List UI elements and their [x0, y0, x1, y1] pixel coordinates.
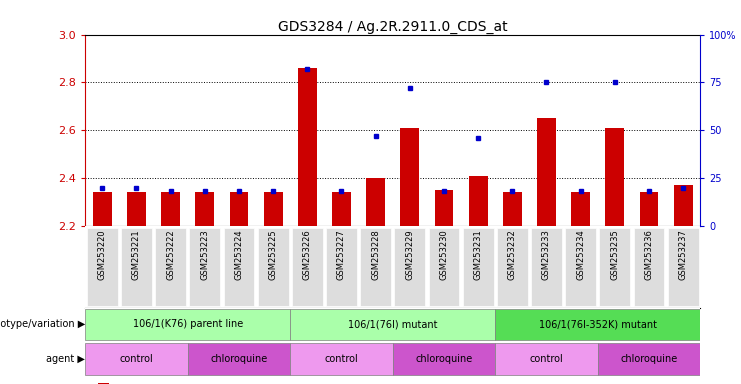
FancyBboxPatch shape: [599, 228, 630, 306]
Text: GSM253226: GSM253226: [303, 229, 312, 280]
Bar: [290, 309, 495, 341]
Text: control: control: [530, 354, 563, 364]
Text: GSM253235: GSM253235: [611, 229, 619, 280]
Bar: [290, 343, 393, 375]
Bar: [503, 192, 522, 226]
Bar: [162, 192, 180, 226]
Bar: [187, 343, 290, 375]
Bar: [85, 309, 290, 341]
Bar: [98, 383, 109, 384]
Bar: [85, 343, 187, 375]
Bar: [674, 185, 693, 226]
Bar: [469, 176, 488, 226]
Text: GSM253224: GSM253224: [234, 229, 244, 280]
Text: chloroquine: chloroquine: [416, 354, 473, 364]
Bar: [93, 192, 112, 226]
Title: GDS3284 / Ag.2R.2911.0_CDS_at: GDS3284 / Ag.2R.2911.0_CDS_at: [278, 20, 508, 33]
Bar: [571, 192, 590, 226]
Bar: [127, 192, 146, 226]
FancyBboxPatch shape: [258, 228, 288, 306]
FancyBboxPatch shape: [156, 228, 186, 306]
Text: 106/1(K76) parent line: 106/1(K76) parent line: [133, 319, 243, 329]
Text: GSM253232: GSM253232: [508, 229, 516, 280]
Bar: [264, 192, 282, 226]
FancyBboxPatch shape: [463, 228, 494, 306]
Bar: [366, 178, 385, 226]
Text: control: control: [119, 354, 153, 364]
Text: GSM253221: GSM253221: [132, 229, 141, 280]
FancyBboxPatch shape: [565, 228, 596, 306]
Text: GSM253237: GSM253237: [679, 229, 688, 280]
Bar: [537, 118, 556, 226]
FancyBboxPatch shape: [224, 228, 254, 306]
FancyBboxPatch shape: [668, 228, 699, 306]
FancyBboxPatch shape: [326, 228, 357, 306]
FancyBboxPatch shape: [634, 228, 665, 306]
FancyBboxPatch shape: [190, 228, 220, 306]
Bar: [332, 192, 351, 226]
FancyBboxPatch shape: [531, 228, 562, 306]
FancyBboxPatch shape: [121, 228, 152, 306]
Text: GSM253222: GSM253222: [166, 229, 175, 280]
Text: GSM253225: GSM253225: [269, 229, 278, 280]
Text: GSM253229: GSM253229: [405, 229, 414, 280]
Bar: [639, 192, 659, 226]
Text: GSM253220: GSM253220: [98, 229, 107, 280]
Text: GSM253230: GSM253230: [439, 229, 448, 280]
FancyBboxPatch shape: [394, 228, 425, 306]
Text: chloroquine: chloroquine: [620, 354, 677, 364]
Bar: [196, 192, 214, 226]
Text: chloroquine: chloroquine: [210, 354, 268, 364]
Bar: [230, 192, 248, 226]
Text: GSM253228: GSM253228: [371, 229, 380, 280]
Text: agent ▶: agent ▶: [47, 354, 85, 364]
Text: GSM253236: GSM253236: [645, 229, 654, 280]
Bar: [434, 190, 453, 226]
FancyBboxPatch shape: [360, 228, 391, 306]
Bar: [605, 128, 624, 226]
FancyBboxPatch shape: [428, 228, 459, 306]
Bar: [298, 68, 316, 226]
Text: GSM253223: GSM253223: [200, 229, 209, 280]
Text: 106/1(76I) mutant: 106/1(76I) mutant: [348, 319, 437, 329]
Bar: [495, 343, 598, 375]
Text: GSM253227: GSM253227: [337, 229, 346, 280]
Text: 106/1(76I-352K) mutant: 106/1(76I-352K) mutant: [539, 319, 657, 329]
Text: GSM253233: GSM253233: [542, 229, 551, 280]
Bar: [495, 309, 700, 341]
FancyBboxPatch shape: [497, 228, 528, 306]
Bar: [393, 343, 495, 375]
Bar: [598, 343, 700, 375]
Text: genotype/variation ▶: genotype/variation ▶: [0, 319, 85, 329]
FancyBboxPatch shape: [87, 228, 118, 306]
Text: GSM253231: GSM253231: [473, 229, 482, 280]
Bar: [400, 128, 419, 226]
FancyBboxPatch shape: [292, 228, 322, 306]
Text: GSM253234: GSM253234: [576, 229, 585, 280]
Text: control: control: [325, 354, 359, 364]
